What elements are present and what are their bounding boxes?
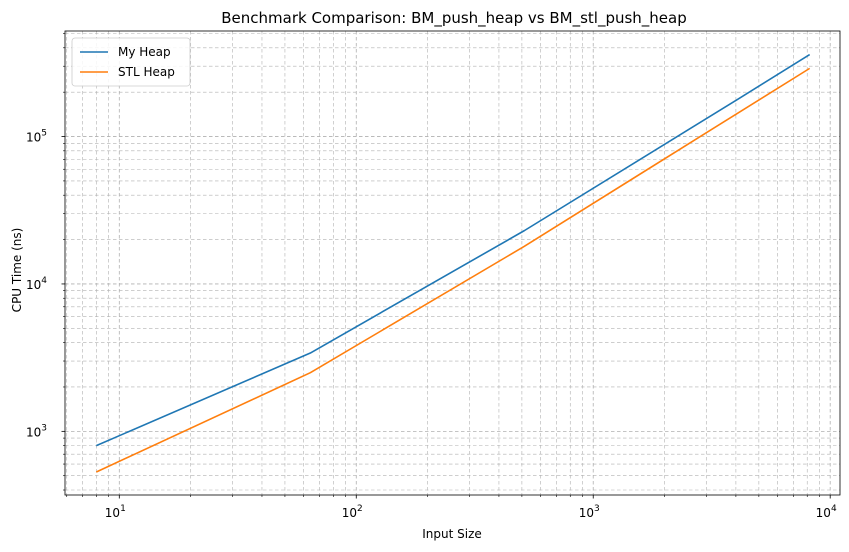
x-tick-label: 104	[816, 504, 837, 520]
y-tick-label: 105	[26, 129, 47, 145]
y-axis-label: CPU Time (ns)	[10, 228, 24, 313]
x-tick-label: 102	[342, 504, 363, 520]
series-lines	[96, 53, 811, 473]
series-line-stl-heap	[96, 67, 811, 473]
x-tick-label: 103	[579, 504, 600, 520]
legend-box	[71, 37, 191, 87]
chart-title: Benchmark Comparison: BM_push_heap vs BM…	[221, 9, 687, 28]
x-axis-label: Input Size	[422, 527, 482, 541]
axis-ticks: 101 102 103 104 103 104 105	[26, 33, 837, 520]
series-line-my-heap	[96, 53, 811, 447]
grid-lines	[65, 31, 840, 495]
legend-label: STL Heap	[118, 65, 175, 79]
y-tick-label: 103	[26, 423, 47, 439]
legend: My Heap STL Heap	[71, 37, 191, 87]
plot-frame	[64, 30, 841, 496]
legend-label: My Heap	[118, 45, 171, 59]
x-tick-label: 101	[105, 504, 126, 520]
y-tick-label: 104	[26, 276, 47, 292]
